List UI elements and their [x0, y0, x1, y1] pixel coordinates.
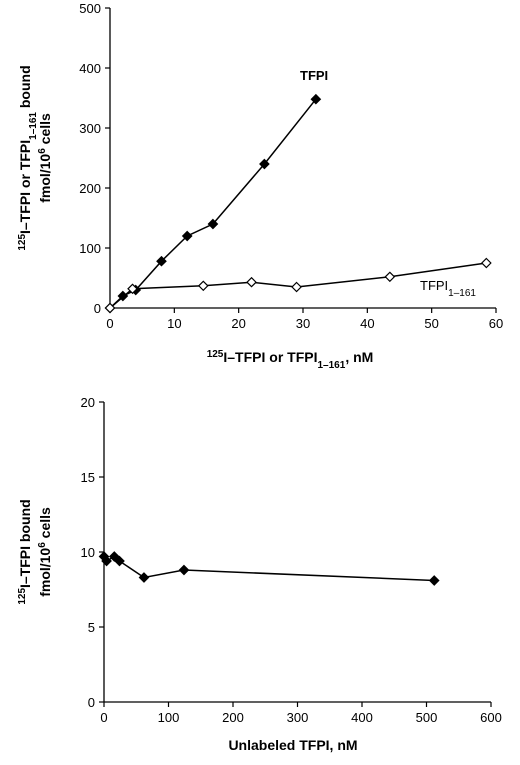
y-axis-title-line1: 125I–TFPI or TFPI1–161 bound	[17, 65, 39, 250]
x-tick-label: 20	[231, 316, 245, 331]
series-label-tfpi: TFPI	[300, 68, 328, 83]
data-point-marker	[178, 564, 190, 576]
x-tick-label: 60	[489, 316, 503, 331]
data-point-marker	[259, 158, 270, 170]
y-tick-label: 5	[88, 620, 95, 635]
x-axis-title: 125I–TFPI or TFPI1–161, nM	[207, 349, 374, 371]
x-tick-label: 300	[287, 710, 309, 725]
y-tick-label: 10	[81, 545, 95, 560]
x-tick-label: 100	[158, 710, 180, 725]
y-tick-label: 20	[81, 395, 95, 410]
x-tick-label: 10	[167, 316, 181, 331]
y-tick-label: 400	[79, 61, 101, 76]
data-point-marker	[156, 255, 167, 267]
data-point-marker	[428, 575, 440, 586]
data-point-marker	[481, 257, 492, 269]
x-tick-label: 0	[100, 710, 107, 725]
data-point-marker	[384, 271, 396, 283]
data-point-marker	[104, 302, 116, 314]
data-point-marker	[197, 280, 209, 292]
data-point-marker	[127, 283, 138, 295]
x-tick-label: 400	[351, 710, 373, 725]
y-axis-title-line1-bottom: 125I–TFPI bound	[17, 499, 34, 604]
x-tick-label: 40	[360, 316, 374, 331]
x-tick-label: 30	[296, 316, 310, 331]
chart-top: 125I–TFPI or TFPI1–161 bound fmol/106 ce…	[17, 1, 504, 371]
y-tick-label: 0	[88, 695, 95, 710]
y-tick-label: 300	[79, 121, 101, 136]
y-tick-label: 200	[79, 181, 101, 196]
data-point-marker	[138, 572, 150, 583]
y-tick-label: 100	[79, 241, 101, 256]
x-axis-title-bottom: Unlabeled TFPI, nM	[228, 737, 357, 753]
data-point-marker	[207, 218, 219, 230]
x-tick-label: 500	[416, 710, 438, 725]
x-tick-label: 600	[480, 710, 502, 725]
y-axis-title-line2: fmol/106 cells	[37, 113, 54, 203]
y-tick-label: 500	[79, 1, 101, 16]
data-point-marker	[181, 230, 193, 242]
chart-top-axes: 0 100 200 300 400 500 0 10 20 30 40 50 60	[79, 1, 503, 331]
data-point-marker	[291, 281, 302, 293]
chart-bottom-marks	[98, 551, 440, 586]
data-point-marker	[310, 93, 322, 105]
data-point-marker	[114, 555, 125, 567]
x-tick-label: 0	[106, 316, 113, 331]
chart-top-marks	[104, 93, 492, 314]
data-point-marker	[101, 555, 112, 567]
y-tick-label: 15	[81, 470, 95, 485]
y-tick-label: 0	[94, 301, 101, 316]
x-tick-label: 50	[424, 316, 438, 331]
x-tick-label: 200	[222, 710, 244, 725]
data-point-marker	[246, 276, 257, 288]
series-line-0	[109, 98, 317, 309]
series-label-tfpi-1-161: TFPI1–161	[420, 278, 476, 299]
y-axis-title-line2-bottom: fmol/106 cells	[37, 507, 54, 597]
series-line-0	[103, 555, 435, 582]
chart-bottom: 125I–TFPI bound fmol/106 cells Unlabeled…	[17, 395, 502, 753]
